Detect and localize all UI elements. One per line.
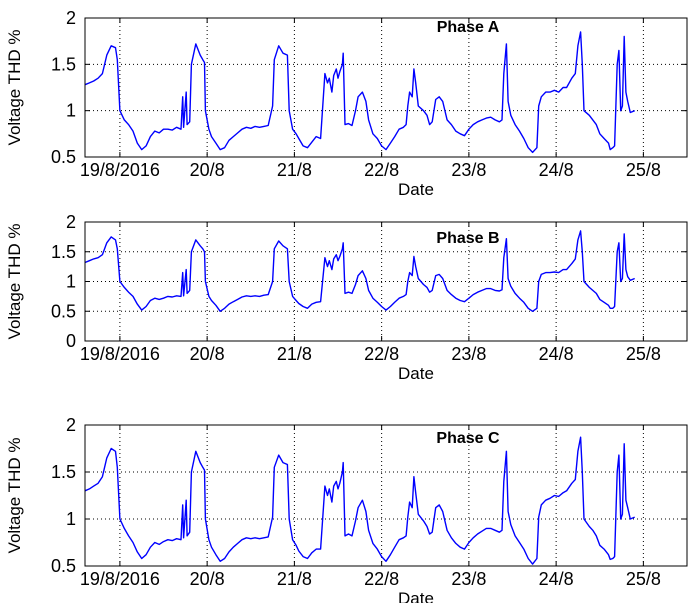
x-axis-label: Date: [398, 589, 434, 603]
x-tick-label: 22/8: [364, 569, 399, 589]
x-tick-label: 21/8: [277, 569, 312, 589]
x-tick-label: 19/8/2016: [80, 569, 160, 589]
x-tick-label: 23/8: [451, 160, 486, 180]
y-tick-label: 2: [66, 415, 76, 435]
chart-panel: 19/8/2016 20/8 21/8 22/8 23/8 24/8 25/8 0.5 1 1.5…: [5, 415, 688, 603]
x-tick-label: 19/8/2016: [80, 160, 160, 180]
y-tick-label: 0.5: [51, 147, 76, 167]
x-axis-label: Date: [398, 180, 434, 199]
x-tick-label: 21/8: [277, 160, 312, 180]
y-tick-label: 1.5: [51, 54, 76, 74]
y-tick-label: 0: [66, 331, 76, 351]
x-tick-label: 20/8: [190, 344, 225, 364]
y-axis-label: Voltage THD %: [5, 224, 24, 340]
y-axis-label: Voltage THD %: [5, 438, 24, 554]
y-tick-label: 1: [66, 509, 76, 529]
chart-panel: 19/8/2016 20/8 21/8 22/8 23/8 24/8 25/8 0.5 1 1.5…: [5, 8, 688, 199]
y-tick-label: 1.5: [51, 462, 76, 482]
x-tick-label: 21/8: [277, 344, 312, 364]
chart-panel: 19/8/2016 20/8 21/8 22/8 23/8 24/8 25/8 0 0.5 1 1.…: [5, 212, 688, 383]
axes-frame: [84, 17, 688, 158]
chart-title: Phase B: [436, 230, 499, 247]
y-tick-label: 2: [66, 8, 76, 28]
x-tick-label: 19/8/2016: [80, 344, 160, 364]
y-tick-label: 0.5: [51, 556, 76, 576]
x-tick-label: 24/8: [539, 160, 574, 180]
x-tick-label: 25/8: [626, 160, 661, 180]
y-axis-label: Voltage THD %: [5, 30, 24, 146]
chart-title: Phase A: [437, 19, 500, 36]
x-tick-label: 22/8: [364, 160, 399, 180]
chart-title: Phase C: [436, 430, 500, 447]
series-line: [84, 230, 635, 312]
y-tick-label: 1: [66, 101, 76, 121]
x-tick-label: 24/8: [539, 344, 574, 364]
y-tick-label: 2: [66, 212, 76, 232]
y-tick-label: 1: [66, 272, 76, 292]
axes-frame: [84, 424, 688, 567]
y-tick-label: 0.5: [51, 301, 76, 321]
y-tick-label: 1.5: [51, 242, 76, 262]
x-tick-label: 23/8: [451, 569, 486, 589]
x-tick-label: 24/8: [539, 569, 574, 589]
x-tick-label: 25/8: [626, 569, 661, 589]
x-tick-label: 25/8: [626, 344, 661, 364]
series-line: [84, 436, 635, 565]
x-tick-label: 23/8: [451, 344, 486, 364]
x-tick-label: 20/8: [190, 160, 225, 180]
x-axis-label: Date: [398, 364, 434, 383]
x-tick-label: 20/8: [190, 569, 225, 589]
series-line: [84, 31, 635, 154]
x-tick-label: 22/8: [364, 344, 399, 364]
